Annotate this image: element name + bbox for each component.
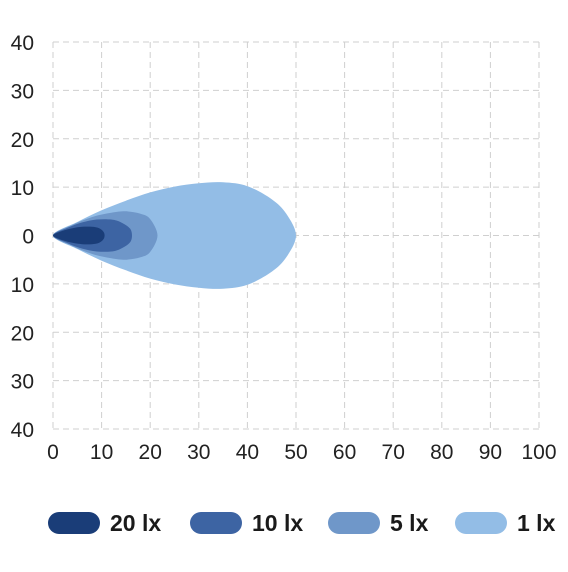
legend-label-1lx: 1 lx xyxy=(517,509,556,536)
y-tick-label: 10 xyxy=(11,274,34,297)
y-tick-label: 40 xyxy=(11,419,34,442)
y-tick-label: 0 xyxy=(22,226,34,249)
grid xyxy=(52,41,540,430)
legend-item-5lx: 5 lx xyxy=(328,506,428,540)
x-tick-label: 90 xyxy=(479,441,502,464)
x-tick-label: 60 xyxy=(333,441,356,464)
series-area-20lx xyxy=(53,226,105,245)
y-tick-label: 30 xyxy=(11,80,34,103)
x-tick-label: 20 xyxy=(139,441,162,464)
x-tick-label: 50 xyxy=(284,441,307,464)
y-axis-tick-labels: 40 30 20 10 0 10 20 30 40 xyxy=(11,32,34,442)
legend-swatch-1lx xyxy=(455,512,507,534)
series-areas xyxy=(53,182,296,289)
x-tick-label: 80 xyxy=(430,441,453,464)
x-tick-label: 70 xyxy=(382,441,405,464)
y-tick-label: 10 xyxy=(11,177,34,200)
legend-item-10lx: 10 lx xyxy=(190,506,303,540)
series-area-1lx xyxy=(53,182,296,289)
legend-label-10lx: 10 lx xyxy=(252,509,304,536)
legend: 20 lx 10 lx 5 lx 1 lx xyxy=(0,506,568,540)
y-tick-label: 40 xyxy=(11,32,34,55)
y-tick-label: 20 xyxy=(11,322,34,345)
legend-swatch-10lx xyxy=(190,512,242,534)
x-tick-label: 0 xyxy=(47,441,59,464)
legend-item-20lx: 20 lx xyxy=(48,506,161,540)
legend-label-5lx: 5 lx xyxy=(390,509,429,536)
x-tick-label: 40 xyxy=(236,441,259,464)
legend-label-20lx: 20 lx xyxy=(110,509,162,536)
legend-swatch-20lx xyxy=(48,512,100,534)
legend-item-1lx: 1 lx xyxy=(455,506,555,540)
x-tick-label: 30 xyxy=(187,441,210,464)
x-tick-label: 100 xyxy=(521,441,556,464)
x-axis-tick-labels: 0 10 20 30 40 50 60 70 80 90 100 xyxy=(47,441,556,464)
x-tick-label: 10 xyxy=(90,441,113,464)
legend-swatch-5lx xyxy=(328,512,380,534)
y-tick-label: 20 xyxy=(11,129,34,152)
y-tick-label: 30 xyxy=(11,371,34,394)
